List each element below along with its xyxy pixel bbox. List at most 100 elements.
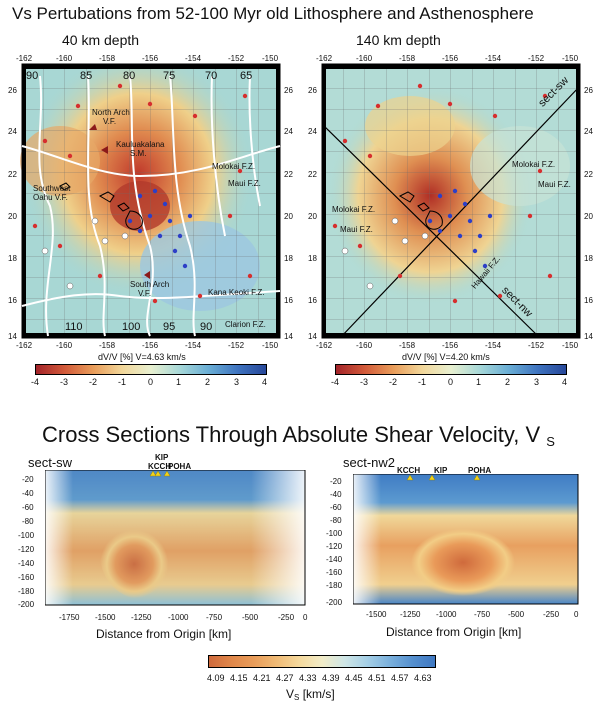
x-tick: -250 bbox=[543, 610, 560, 619]
x-tick: -1500 bbox=[366, 610, 387, 619]
y-tick: -160 bbox=[326, 568, 343, 577]
x-tick: -156 bbox=[142, 54, 159, 63]
x-tick: -162 bbox=[16, 341, 33, 350]
age-label: 75 bbox=[163, 70, 176, 82]
age-label: 80 bbox=[123, 70, 136, 82]
y-tick: -40 bbox=[22, 489, 34, 498]
station-label: KIP bbox=[434, 466, 448, 475]
y-tick: 14 bbox=[308, 332, 317, 341]
cb-tick: 4 bbox=[562, 377, 568, 387]
age-label: 110 bbox=[65, 321, 83, 333]
y-tick: -120 bbox=[18, 545, 35, 554]
cb-tick: 4.09 bbox=[207, 673, 225, 683]
cb-tick: 2 bbox=[205, 377, 211, 387]
station-label: KCCH bbox=[148, 462, 172, 471]
map2-title: 140 km depth bbox=[356, 32, 441, 48]
map-label: V.F. bbox=[138, 289, 152, 298]
y-tick: 22 bbox=[284, 170, 293, 179]
y-tick: 16 bbox=[284, 296, 293, 305]
y-tick: -80 bbox=[330, 516, 342, 525]
y-tick: 16 bbox=[8, 296, 17, 305]
y-tick: 24 bbox=[584, 127, 593, 136]
cb-tick: 4 bbox=[262, 377, 268, 387]
x-tick: -150 bbox=[562, 341, 579, 350]
x-tick: -160 bbox=[356, 341, 373, 350]
x-tick: -154 bbox=[185, 54, 202, 63]
cb-tick: 3 bbox=[534, 377, 540, 387]
map1-colorbar bbox=[35, 364, 267, 375]
map-label: Southwest bbox=[33, 184, 71, 193]
y-tick: 24 bbox=[284, 127, 293, 136]
vs-colorbar-label: VS [km/s] bbox=[286, 687, 335, 702]
y-tick: 24 bbox=[8, 127, 17, 136]
sections-title: Cross Sections Through Absolute Shear Ve… bbox=[42, 422, 555, 449]
vs-label-main: V bbox=[286, 687, 295, 701]
age-label: 65 bbox=[240, 70, 253, 82]
y-tick: -100 bbox=[326, 529, 343, 538]
x-tick: -156 bbox=[442, 341, 459, 350]
y-tick: 16 bbox=[584, 296, 593, 305]
sections-title-text: Cross Sections Through Absolute Shear Ve… bbox=[42, 422, 541, 447]
map-label: Kana Keoki F.Z. bbox=[208, 288, 265, 297]
y-tick: 22 bbox=[584, 170, 593, 179]
y-tick: 22 bbox=[8, 170, 17, 179]
x-tick: -158 bbox=[399, 54, 416, 63]
y-tick: 18 bbox=[308, 254, 317, 263]
map-label: Maui F.Z. bbox=[340, 225, 373, 234]
vs-colorbar bbox=[208, 655, 436, 668]
x-tick: -500 bbox=[242, 613, 259, 622]
cb-tick: 4.39 bbox=[322, 673, 340, 683]
x-tick: -150 bbox=[262, 341, 279, 350]
y-tick: 20 bbox=[284, 212, 293, 221]
map-label: Kauluakalana bbox=[116, 140, 165, 149]
y-tick: 14 bbox=[8, 332, 17, 341]
y-tick: 20 bbox=[308, 212, 317, 221]
x-tick: -152 bbox=[228, 54, 245, 63]
cb-tick: -1 bbox=[418, 377, 427, 387]
y-tick: 20 bbox=[584, 212, 593, 221]
x-tick: -162 bbox=[316, 54, 333, 63]
section2-name: sect-nw2 bbox=[343, 455, 396, 470]
section1-plot bbox=[45, 470, 306, 606]
y-tick: 26 bbox=[284, 86, 293, 95]
map-label: South Arch bbox=[130, 280, 170, 289]
cb-tick: 4.21 bbox=[253, 673, 271, 683]
y-tick: 18 bbox=[584, 254, 593, 263]
age-label: 70 bbox=[205, 70, 218, 82]
cb-tick: -4 bbox=[31, 377, 40, 387]
map-label: Molokai F.Z. bbox=[332, 205, 376, 214]
y-tick: -140 bbox=[326, 555, 343, 564]
cb-tick: 4.63 bbox=[414, 673, 432, 683]
x-tick: 0 bbox=[303, 613, 308, 622]
cb-tick: 4.57 bbox=[391, 673, 409, 683]
y-tick: 22 bbox=[308, 170, 317, 179]
map2-caption: dV/V [%] V=4.20 km/s bbox=[402, 352, 490, 362]
y-tick: -60 bbox=[330, 503, 342, 512]
x-tick: -1000 bbox=[436, 610, 457, 619]
y-tick: -140 bbox=[18, 559, 35, 568]
x-tick: 0 bbox=[574, 610, 579, 619]
cb-tick: 4.51 bbox=[368, 673, 386, 683]
x-tick: -150 bbox=[562, 54, 579, 63]
cb-tick: -2 bbox=[89, 377, 98, 387]
map-label: V.F. bbox=[103, 117, 117, 126]
x-tick: -154 bbox=[485, 54, 502, 63]
cb-tick: 2 bbox=[505, 377, 511, 387]
station-label: POHA bbox=[168, 462, 192, 471]
cb-tick: 4.45 bbox=[345, 673, 363, 683]
age-label: 95 bbox=[163, 321, 176, 333]
y-tick: 26 bbox=[584, 86, 593, 95]
y-tick: 26 bbox=[8, 86, 17, 95]
x-tick: -250 bbox=[278, 613, 295, 622]
main-title: Vs Pertubations from 52-100 Myr old Lith… bbox=[12, 4, 534, 23]
map-label: S.M. bbox=[130, 149, 147, 158]
section1-name: sect-sw bbox=[28, 455, 73, 470]
x-tick: -750 bbox=[474, 610, 491, 619]
map-label: North Arch bbox=[92, 108, 130, 117]
map-label: Maui F.Z. bbox=[228, 179, 261, 188]
x-tick: -158 bbox=[399, 341, 416, 350]
y-tick: 16 bbox=[308, 296, 317, 305]
x-tick: -160 bbox=[56, 341, 73, 350]
cb-tick: -3 bbox=[360, 377, 369, 387]
cb-tick: -4 bbox=[331, 377, 340, 387]
